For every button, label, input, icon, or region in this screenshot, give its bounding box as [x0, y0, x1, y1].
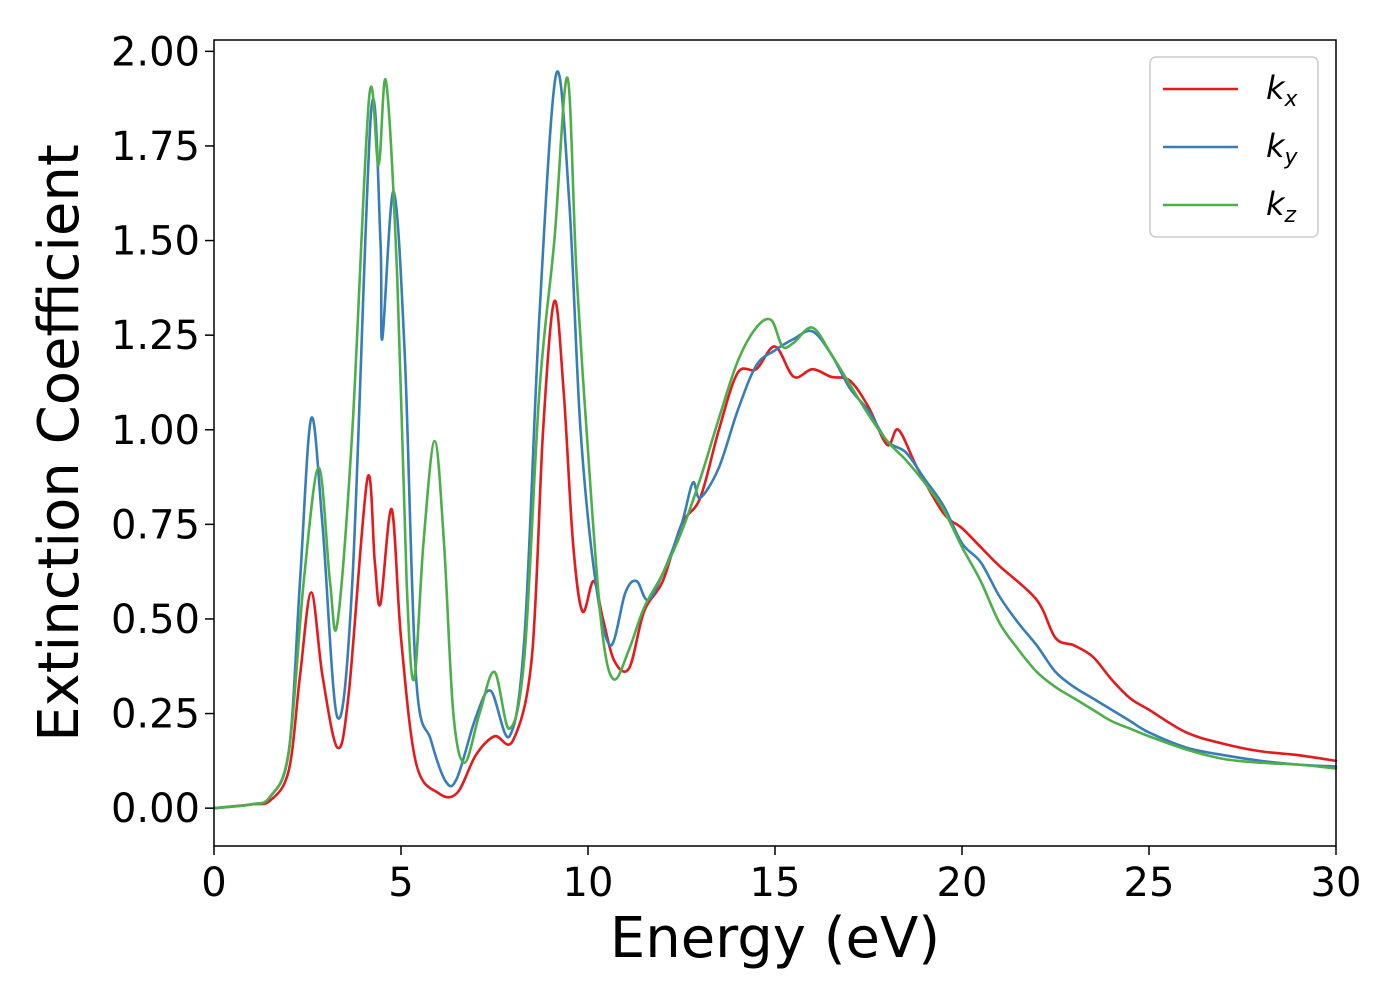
x-axis-ticks: 0 5 10 15 20 25 30: [201, 846, 1361, 906]
y-tick-label: 1.50: [111, 219, 200, 265]
series-line-y: [212, 70, 1338, 810]
series-line-x: [212, 299, 1338, 810]
x-axis-title: Energy (eV): [610, 906, 940, 971]
x-tick-label: 15: [750, 860, 801, 906]
x-tick-label: 20: [937, 860, 988, 906]
y-tick-label: 0.50: [111, 597, 200, 643]
y-tick-label: 0.25: [111, 692, 200, 738]
y-axis-title: Extinction Coefficient: [27, 144, 92, 742]
y-tick-label: 1.75: [111, 124, 200, 170]
legend-label-y: ky: [1266, 127, 1299, 170]
legend-label-x: kx: [1266, 69, 1299, 112]
x-tick-label: 25: [1124, 860, 1175, 906]
plot-area: [214, 40, 1336, 846]
x-tick-label: 30: [1311, 860, 1362, 906]
y-axis-ticks: 0.00 0.25 0.50 0.75 1.00 1.25 1.50 1.75 2.00: [111, 29, 214, 832]
series-group: [212, 70, 1338, 810]
x-tick-label: 5: [388, 860, 413, 906]
y-tick-label: 0.00: [111, 786, 200, 832]
legend: kx ky kz: [1149, 56, 1319, 238]
x-tick-label: 10: [563, 860, 614, 906]
y-tick-label: 0.75: [111, 502, 200, 548]
y-tick-label: 1.25: [111, 313, 200, 359]
y-tick-label: 2.00: [111, 29, 200, 75]
series-line-z: [212, 76, 1338, 810]
y-tick-label: 1.00: [111, 408, 200, 454]
x-tick-label: 0: [201, 860, 226, 906]
legend-label-z: kz: [1266, 185, 1297, 228]
